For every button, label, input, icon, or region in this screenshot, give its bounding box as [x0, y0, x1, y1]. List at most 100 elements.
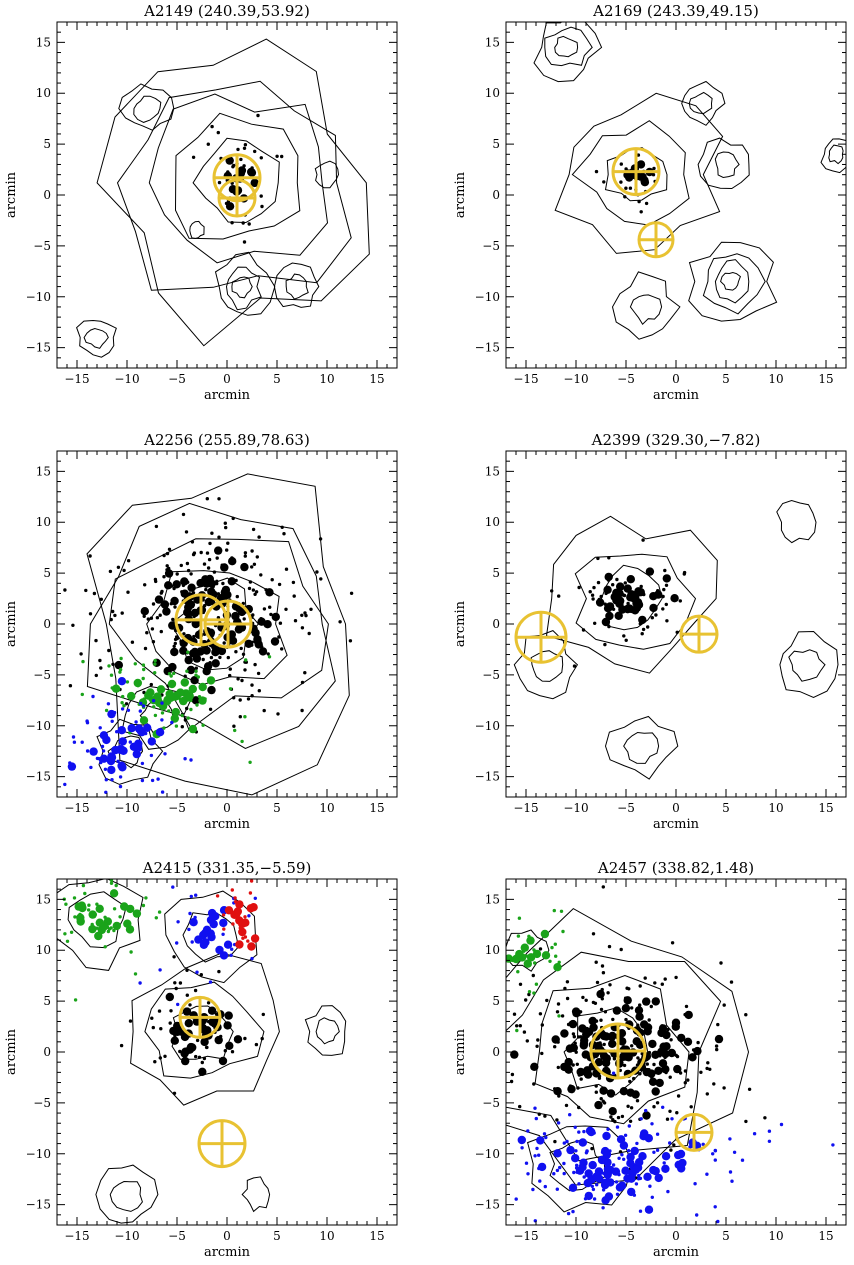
galaxy-point: [575, 1139, 579, 1144]
substructure-marker: [217, 178, 257, 218]
galaxy-point: [516, 970, 520, 974]
galaxy-point: [101, 749, 106, 753]
galaxy-point: [186, 716, 190, 720]
galaxy-point: [583, 1069, 592, 1078]
galaxy-point: [180, 577, 189, 586]
x-tick-label: 5: [722, 801, 730, 815]
galaxy-point: [118, 915, 122, 919]
galaxy-point: [636, 1023, 640, 1027]
galaxy-point: [502, 1061, 505, 1064]
galaxy-point: [630, 1006, 634, 1010]
galaxy-point: [106, 929, 111, 934]
y-tick-label: −15: [26, 770, 51, 784]
galaxy-point: [160, 711, 165, 715]
galaxy-point: [154, 524, 159, 529]
panel-title: A2149 (240.39,53.92): [143, 2, 310, 20]
galaxy-point: [553, 1139, 557, 1144]
galaxy-point: [638, 1152, 647, 1161]
galaxy-point: [574, 1149, 578, 1153]
galaxy-point: [558, 1165, 562, 1170]
galaxy-point: [619, 162, 623, 166]
galaxy-point: [224, 1011, 233, 1020]
galaxy-point: [562, 1171, 566, 1176]
y-tick-label: 0: [492, 1045, 500, 1059]
galaxy-point: [192, 648, 201, 657]
galaxy-point: [99, 731, 109, 740]
substructure-marker: [197, 1119, 247, 1169]
galaxy-point: [615, 1125, 620, 1129]
galaxy-point: [623, 581, 627, 585]
galaxy-point: [650, 1195, 654, 1200]
galaxy-point: [553, 963, 562, 972]
y-axis-label: arcmin: [4, 1028, 19, 1075]
galaxy-point: [640, 632, 644, 636]
y-tick-label: 15: [485, 892, 500, 906]
galaxy-point: [205, 497, 209, 501]
galaxy-point: [618, 1150, 623, 1154]
galaxy-point: [185, 669, 189, 673]
y-tick-label: 10: [36, 86, 51, 100]
galaxy-point: [573, 1125, 577, 1130]
galaxy-point: [640, 1129, 649, 1138]
galaxy-point: [597, 1076, 602, 1080]
galaxy-point: [624, 186, 628, 190]
galaxy-point: [626, 1152, 635, 1162]
panel-title: A2457 (338.82,1.48): [597, 859, 754, 877]
galaxy-point: [115, 730, 119, 734]
galaxy-point: [518, 1023, 522, 1028]
x-tick-label: 15: [369, 372, 384, 386]
galaxy-point: [562, 1141, 566, 1145]
galaxy-point: [284, 607, 288, 611]
galaxy-point: [240, 739, 244, 744]
contour-line: [107, 735, 144, 769]
galaxy-point: [767, 1139, 772, 1144]
galaxy-point: [231, 922, 235, 926]
galaxy-point: [523, 959, 532, 968]
galaxy-point: [132, 749, 141, 759]
galaxy-point: [141, 676, 145, 681]
galaxy-point: [251, 527, 256, 532]
galaxy-point: [140, 761, 145, 766]
galaxy-point: [665, 1117, 670, 1121]
galaxy-point: [165, 551, 170, 556]
galaxy-point: [236, 677, 240, 681]
galaxy-point: [649, 1004, 653, 1009]
galaxy-point: [142, 614, 146, 618]
galaxy-point: [169, 1026, 178, 1036]
galaxy-point: [632, 1076, 636, 1081]
galaxy-point: [568, 1113, 572, 1117]
galaxy-point: [107, 752, 116, 761]
galaxy-point: [88, 612, 93, 616]
galaxy-point: [588, 1016, 597, 1026]
galaxy-point: [170, 647, 179, 657]
galaxy-point: [644, 1205, 654, 1214]
panel-title: A2169 (243.39,49.15): [592, 2, 759, 20]
galaxy-point: [73, 915, 77, 919]
galaxy-point: [243, 551, 248, 555]
galaxy-point: [652, 166, 656, 171]
contour-line: [225, 266, 262, 311]
galaxy-point: [133, 742, 143, 751]
galaxy-point: [625, 986, 629, 990]
galaxy-point: [221, 913, 226, 917]
galaxy-point: [593, 621, 597, 625]
galaxy-point: [253, 592, 257, 596]
galaxy-point: [582, 1129, 586, 1134]
galaxy-point: [226, 541, 230, 545]
galaxy-point: [662, 1161, 666, 1165]
galaxy-point: [611, 1017, 615, 1022]
galaxy-point: [190, 940, 194, 944]
galaxy-point: [669, 1038, 673, 1042]
galaxy-point: [99, 666, 103, 670]
galaxy-point: [210, 531, 214, 535]
x-tick-label: −15: [513, 372, 538, 386]
galaxy-point: [732, 1150, 737, 1155]
galaxy-point: [150, 1016, 154, 1020]
galaxy-point: [675, 630, 679, 634]
galaxy-point: [639, 210, 643, 214]
galaxy-point: [149, 616, 154, 620]
galaxy-point: [254, 1042, 259, 1047]
galaxy-point: [233, 896, 237, 900]
galaxy-point: [247, 942, 256, 951]
galaxy-point: [644, 1108, 648, 1113]
